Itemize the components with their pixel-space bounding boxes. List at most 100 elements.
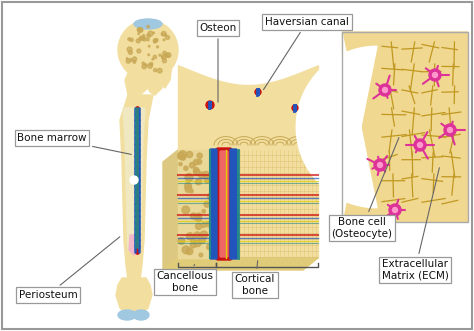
Circle shape [163,39,165,41]
FancyBboxPatch shape [342,32,468,222]
Text: Extracellular
Matrix (ECM): Extracellular Matrix (ECM) [382,168,448,281]
Circle shape [201,223,206,227]
Circle shape [166,35,170,39]
Circle shape [146,38,149,41]
Circle shape [191,213,197,219]
Circle shape [140,36,145,40]
Circle shape [182,246,190,254]
Circle shape [147,25,149,28]
Circle shape [118,20,178,80]
Circle shape [186,248,193,255]
Circle shape [191,238,195,243]
Circle shape [392,208,398,213]
Circle shape [137,27,142,32]
Circle shape [186,233,193,240]
Text: Periosteum: Periosteum [18,237,120,300]
Circle shape [163,59,166,63]
Circle shape [210,189,213,192]
Circle shape [184,166,188,170]
Circle shape [154,40,155,42]
Circle shape [138,33,139,34]
Text: Bone marrow: Bone marrow [17,133,131,155]
Circle shape [429,69,441,81]
Circle shape [137,49,141,53]
Circle shape [128,38,131,41]
Polygon shape [129,235,139,255]
Circle shape [199,253,203,257]
Text: Osteon: Osteon [200,23,237,102]
Circle shape [145,64,147,66]
Circle shape [177,152,184,160]
Ellipse shape [118,310,136,320]
Text: Bone cell
(Osteocyte): Bone cell (Osteocyte) [331,138,399,239]
Circle shape [389,204,401,216]
Circle shape [179,151,187,159]
Circle shape [162,55,166,59]
Circle shape [447,127,453,132]
Circle shape [199,172,205,179]
Circle shape [432,72,438,77]
Circle shape [143,37,146,41]
Circle shape [148,45,150,47]
Circle shape [197,153,202,159]
FancyBboxPatch shape [216,148,232,260]
Circle shape [166,53,171,58]
Circle shape [193,167,199,172]
Circle shape [210,238,215,243]
Circle shape [142,62,145,65]
Circle shape [128,51,132,55]
Circle shape [185,173,193,181]
Circle shape [162,31,166,36]
Circle shape [418,143,422,148]
Circle shape [179,163,182,166]
Circle shape [194,232,200,238]
Polygon shape [125,62,162,95]
Polygon shape [163,150,178,270]
Circle shape [211,203,216,208]
Circle shape [182,206,190,214]
Circle shape [204,201,210,207]
Circle shape [133,61,136,63]
Circle shape [208,193,216,201]
Circle shape [190,242,196,248]
Circle shape [154,39,157,42]
Circle shape [164,34,166,36]
Circle shape [129,59,133,61]
Circle shape [196,213,201,218]
Polygon shape [120,95,153,280]
Circle shape [255,89,261,95]
Circle shape [148,31,153,36]
Polygon shape [296,32,377,222]
Circle shape [178,238,185,244]
Polygon shape [163,258,318,270]
Circle shape [157,68,162,73]
Circle shape [379,84,391,96]
Circle shape [136,39,140,43]
FancyBboxPatch shape [230,149,237,259]
Polygon shape [123,108,145,250]
Circle shape [127,47,132,52]
Circle shape [197,159,202,164]
Ellipse shape [134,19,162,29]
Circle shape [383,87,388,92]
Circle shape [152,58,154,60]
Circle shape [155,38,158,42]
Circle shape [194,240,201,247]
Circle shape [153,55,156,59]
Ellipse shape [133,310,149,320]
Text: Cortical
bone: Cortical bone [235,261,275,296]
Circle shape [195,179,201,185]
Circle shape [156,46,159,48]
Circle shape [292,105,298,111]
Circle shape [185,186,192,192]
Circle shape [206,222,211,227]
Circle shape [154,69,157,72]
Circle shape [190,163,195,168]
Circle shape [154,40,156,43]
Circle shape [195,223,202,229]
Circle shape [130,38,133,41]
Circle shape [185,182,191,189]
Circle shape [133,57,137,61]
Polygon shape [156,55,172,88]
Circle shape [147,34,151,38]
